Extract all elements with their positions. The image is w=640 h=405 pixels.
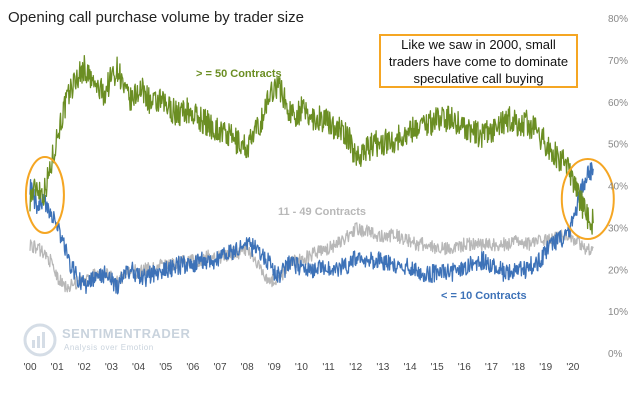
x-tick-label: '00 [23, 362, 36, 373]
y-tick-label: 0% [608, 349, 623, 360]
series-line-0 [29, 54, 594, 235]
series-labels: > = 50 Contracts 11 - 49 Contracts < = 1… [196, 68, 527, 302]
y-tick-label: 10% [608, 307, 628, 318]
callout-line-3: speculative call buying [413, 70, 544, 86]
x-tick-label: '10 [295, 362, 308, 373]
x-tick-label: '12 [349, 362, 362, 373]
y-tick-label: 50% [608, 140, 628, 151]
x-tick-label: '03 [105, 362, 118, 373]
x-tick-label: '20 [566, 362, 579, 373]
x-tick-label: '15 [431, 362, 444, 373]
series-label-small: < = 10 Contracts [441, 290, 527, 302]
x-tick-label: '13 [376, 362, 389, 373]
x-tick-label: '17 [485, 362, 498, 373]
x-tick-label: '07 [213, 362, 226, 373]
x-tick-label: '02 [78, 362, 91, 373]
x-tick-label: '05 [159, 362, 172, 373]
y-tick-label: 80% [608, 14, 628, 25]
y-tick-label: 60% [608, 98, 628, 109]
x-tick-label: '06 [186, 362, 199, 373]
x-tick-label: '16 [458, 362, 471, 373]
y-axis-ticks: 0% 10% 20% 30% 40% 50% 60% 70% 80% [608, 14, 628, 360]
series-label-large: > = 50 Contracts [196, 68, 282, 80]
logo-name: SENTIMENTRADER [62, 326, 191, 341]
y-tick-label: 30% [608, 223, 628, 234]
series-line-2 [29, 162, 594, 295]
y-tick-label: 40% [608, 182, 628, 193]
callout-line-2: traders have come to dominate [388, 53, 569, 69]
series-layer [29, 54, 594, 295]
highlight-ellipse-2000 [24, 156, 65, 234]
series-label-medium: 11 - 49 Contracts [278, 206, 366, 218]
x-tick-label: '14 [403, 362, 416, 373]
logo-mark-icon [23, 323, 57, 357]
annotation-callout: Like we saw in 2000, small traders have … [379, 34, 578, 88]
y-tick-label: 20% [608, 265, 628, 276]
x-tick-label: '11 [322, 362, 335, 373]
sentimentrader-logo: SENTIMENTRADER Analysis over Emotion [22, 322, 190, 362]
logo-tagline: Analysis over Emotion [64, 343, 154, 352]
x-tick-label: '04 [132, 362, 145, 373]
x-tick-label: '19 [539, 362, 552, 373]
x-axis-ticks: '00 '01 '02 '03 '04 '05 '06 '07 '08 '09 '10 '11 '12 '… [23, 362, 579, 373]
x-tick-label: '01 [51, 362, 64, 373]
highlight-ellipse-2020 [560, 158, 615, 240]
x-tick-label: '08 [241, 362, 254, 373]
chart-title: Opening call purchase volume by trader s… [8, 9, 304, 26]
x-tick-label: '18 [512, 362, 525, 373]
x-tick-label: '09 [268, 362, 281, 373]
callout-line-1: Like we saw in 2000, small [401, 36, 556, 52]
highlight-layer [24, 156, 615, 240]
y-tick-label: 70% [608, 56, 628, 67]
